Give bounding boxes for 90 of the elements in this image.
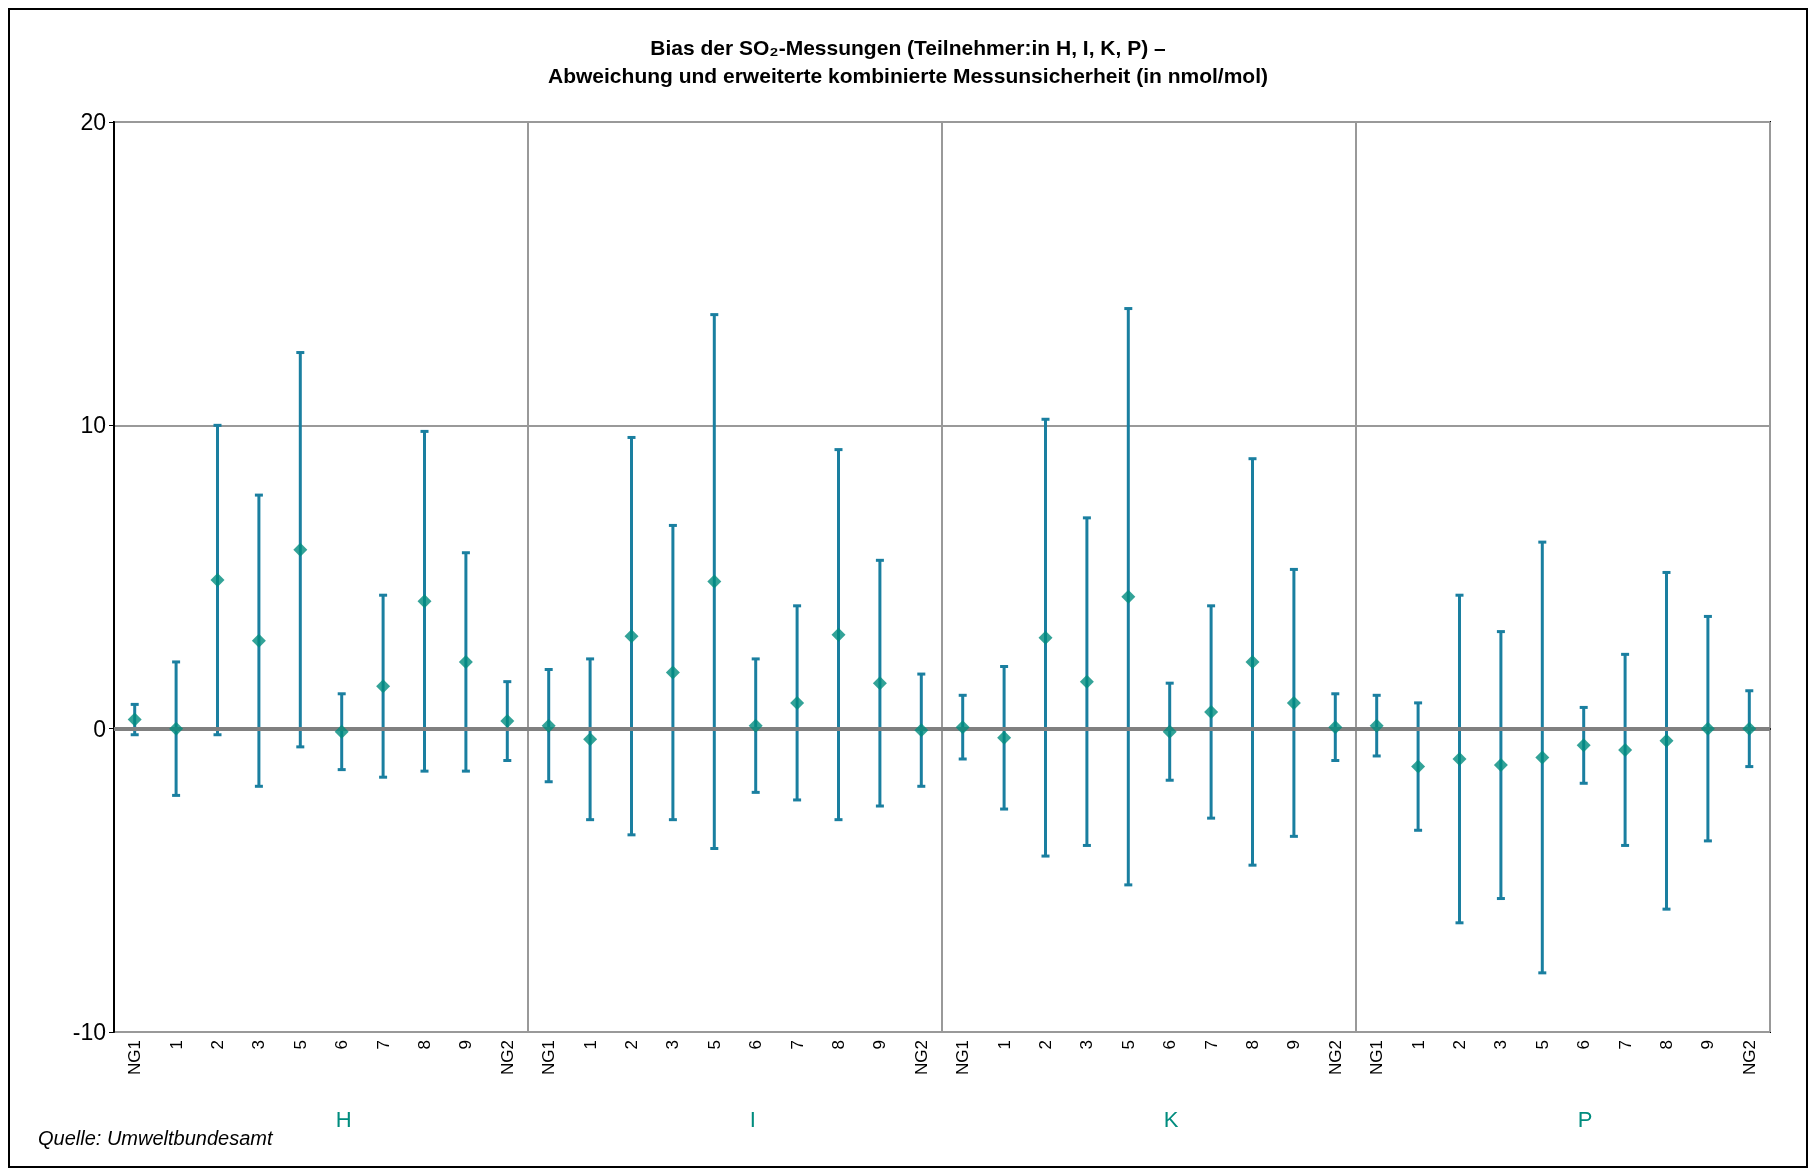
x-tick-label: NG1: [1367, 1040, 1387, 1075]
point: [1659, 733, 1674, 748]
point: [1411, 759, 1426, 774]
x-tick-label: 6: [1160, 1040, 1180, 1050]
x-tick-label: 7: [1615, 1040, 1635, 1050]
x-tick-label: NG2: [1325, 1040, 1345, 1075]
x-tick-label: 2: [1036, 1040, 1055, 1050]
point: [831, 627, 846, 642]
x-tick-label: 7: [1201, 1040, 1221, 1050]
point: [127, 712, 142, 727]
x-tick-label: 5: [290, 1040, 310, 1050]
x-tick-label: 9: [870, 1040, 890, 1050]
point: [500, 714, 515, 729]
point: [914, 723, 929, 738]
text: I: [749, 1106, 756, 1132]
text: H: [335, 1106, 352, 1132]
point: [417, 594, 432, 609]
point: [1204, 704, 1219, 719]
x-tick-label: 1: [1408, 1040, 1428, 1050]
x-tick-label: NG1: [539, 1040, 559, 1075]
x-tick-label: 2: [622, 1040, 641, 1050]
x-tick-label: 8: [1243, 1040, 1262, 1050]
point: [169, 721, 184, 736]
x-tick-label: 3: [663, 1040, 683, 1050]
point: [1079, 674, 1094, 689]
x-tick-label: NG1: [125, 1040, 145, 1075]
point: [541, 718, 556, 733]
source-note: Quelle: Umweltbundesamt: [38, 1127, 274, 1149]
point: [1328, 720, 1343, 735]
x-tick-label: NG2: [1739, 1040, 1759, 1075]
x-tick-label: 5: [1118, 1040, 1138, 1050]
x-tick-label: 7: [787, 1040, 807, 1050]
x-tick-label: 3: [1491, 1040, 1511, 1050]
x-tick-label: 1: [994, 1040, 1014, 1050]
point: [1369, 718, 1384, 733]
x-tick-label: NG2: [497, 1040, 517, 1075]
point: [1618, 742, 1633, 757]
point: [458, 654, 473, 669]
y-tick-label: 10: [80, 412, 106, 439]
x-tick-label: 2: [208, 1040, 227, 1050]
point: [1576, 738, 1591, 753]
point: [293, 542, 308, 557]
x-tick-label: 8: [415, 1040, 434, 1050]
y-tick-label: 20: [80, 109, 106, 135]
point: [1742, 721, 1757, 736]
x-tick-label: 9: [456, 1040, 476, 1050]
point: [1038, 630, 1053, 645]
point: [1286, 695, 1301, 710]
x-tick-label: 6: [746, 1040, 766, 1050]
point: [748, 718, 763, 733]
x-tick-label: 9: [1698, 1040, 1718, 1050]
point: [1162, 724, 1177, 739]
x-tick-label: 9: [1284, 1040, 1304, 1050]
point: [376, 679, 391, 694]
x-tick-label: 1: [580, 1040, 600, 1050]
point: [334, 724, 349, 739]
point: [997, 730, 1012, 745]
point: [1121, 589, 1136, 604]
x-tick-label: 8: [1657, 1040, 1676, 1050]
point: [1452, 752, 1467, 766]
x-tick-label: 5: [1532, 1040, 1552, 1050]
point: [1535, 750, 1550, 765]
point: [872, 676, 887, 691]
point: [955, 720, 970, 735]
y-tick-label: -10: [72, 1019, 106, 1045]
point: [665, 665, 680, 680]
text: K: [1163, 1106, 1179, 1132]
y-tick-label: 0: [93, 715, 106, 742]
x-tick-label: 6: [1574, 1040, 1594, 1050]
x-tick-label: 3: [249, 1040, 269, 1050]
x-tick-label: 3: [1077, 1040, 1097, 1050]
point: [1700, 721, 1715, 736]
x-tick-label: NG2: [911, 1040, 931, 1075]
point: [790, 695, 805, 710]
text: P: [1577, 1106, 1593, 1132]
x-tick-label: 1: [166, 1040, 186, 1050]
point: [1245, 654, 1260, 669]
x-tick-label: 6: [332, 1040, 352, 1050]
point: [251, 633, 266, 648]
x-tick-label: 7: [373, 1040, 393, 1050]
point: [1493, 758, 1508, 773]
point: [210, 573, 225, 588]
x-tick-label: 5: [704, 1040, 724, 1050]
x-tick-label: NG1: [953, 1040, 973, 1075]
x-tick-label: 2: [1450, 1040, 1469, 1050]
point: [624, 629, 639, 644]
point: [707, 574, 722, 589]
x-tick-label: 8: [829, 1040, 848, 1050]
chart-title: Bias der SO₂-Messungen (Teilnehmer:in H, I, K, P) – Abweichung und erweiterte kombinierte Messunsicherheit (in nmol/mol): [548, 35, 1268, 87]
point: [583, 732, 598, 747]
